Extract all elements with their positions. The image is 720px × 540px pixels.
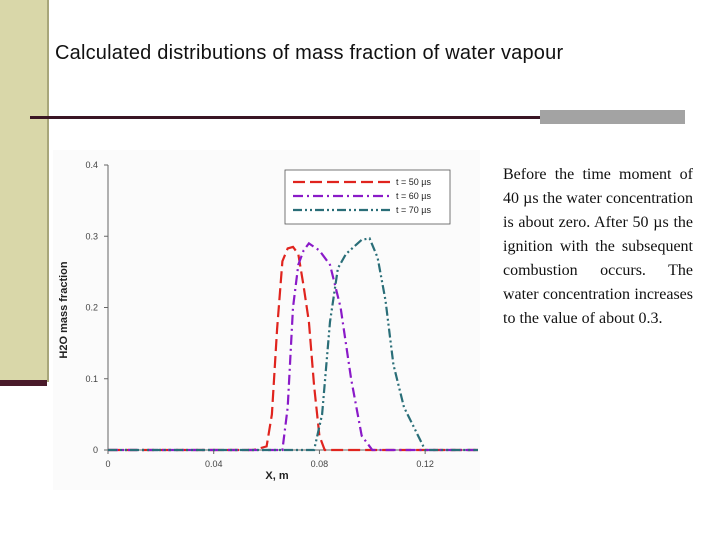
left-decor-tab bbox=[0, 380, 47, 386]
water-vapour-chart: 0 0.04 0.08 0.12 00.10.20.30.4 t = 50 µst =… bbox=[58, 160, 478, 482]
slide-body-text: Before the time moment of 40 µs the wate… bbox=[503, 166, 693, 327]
y-ticks: 0 0.1 0.2 0.3 0.4 bbox=[85, 160, 108, 455]
slide-title: Calculated distributions of mass fractio… bbox=[55, 42, 564, 64]
divider-accent-block bbox=[540, 110, 685, 124]
series-lines bbox=[108, 237, 478, 452]
series-line-2 bbox=[108, 241, 478, 452]
x-tick-label: 0.12 bbox=[416, 459, 434, 469]
y-tick-label: 0.1 bbox=[85, 374, 98, 384]
x-tick-label: 0.04 bbox=[205, 459, 223, 469]
chart-panel: 0 0.04 0.08 0.12 0 0.1 0.2 0.3 0.4 t = 50 µs t =… bbox=[53, 150, 480, 490]
legend-label-3: t = 70 µs bbox=[396, 205, 431, 215]
x-axis-label: X, m bbox=[265, 470, 288, 482]
legend-label-1: t = 50 µs bbox=[396, 177, 431, 187]
series-line-3 bbox=[108, 237, 478, 452]
series-line-1 bbox=[108, 245, 478, 452]
x-tick-label: 0 bbox=[105, 459, 110, 469]
x-tick-label: 0.08 bbox=[311, 459, 329, 469]
chart-legend: t = 50 µs t = 60 µs t = 70 µs bbox=[284, 169, 451, 225]
y-axis-label: H2O mass fraction bbox=[58, 261, 70, 358]
y-tick-label: 0.3 bbox=[85, 231, 98, 241]
y-tick-label: 0.4 bbox=[85, 160, 98, 170]
left-decor-band bbox=[0, 0, 49, 382]
legend-label-2: t = 60 µs bbox=[396, 191, 431, 201]
title-divider bbox=[30, 116, 684, 119]
x-ticks: 0 0.04 0.08 0.12 bbox=[105, 450, 434, 469]
y-tick-label: 0 bbox=[93, 445, 98, 455]
y-tick-label: 0.2 bbox=[85, 303, 98, 313]
